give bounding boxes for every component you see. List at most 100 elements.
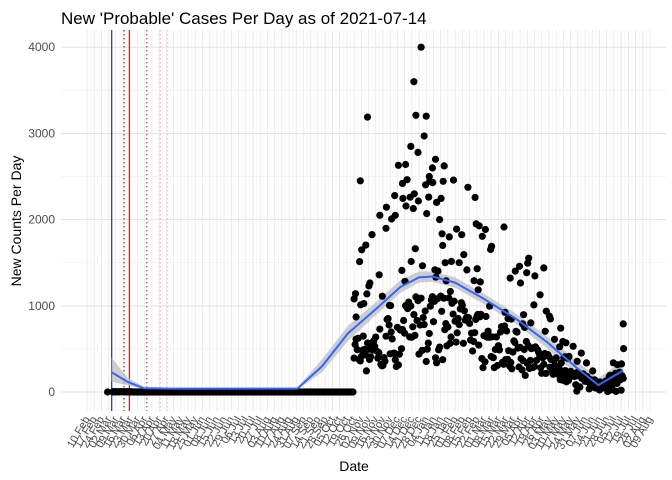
data-point (449, 310, 457, 318)
data-point (398, 179, 407, 187)
y-tick-label: 2000 (28, 213, 55, 227)
data-point (453, 329, 461, 337)
data-point (439, 356, 447, 364)
data-point (407, 257, 415, 266)
data-point (473, 265, 481, 273)
data-point (446, 339, 454, 347)
data-point (447, 333, 455, 341)
data-point (420, 321, 428, 329)
data-point (458, 301, 466, 309)
data-point (414, 197, 422, 205)
data-point (464, 314, 473, 322)
data-point (458, 231, 466, 239)
data-point (381, 357, 389, 365)
data-point (481, 225, 489, 234)
data-point (471, 193, 479, 201)
data-point (402, 160, 410, 169)
data-point (410, 190, 418, 198)
data-point (395, 350, 403, 358)
data-point (525, 254, 533, 262)
data-point (423, 345, 431, 353)
data-point (470, 337, 478, 346)
data-point (503, 327, 511, 335)
data-point (428, 179, 436, 187)
data-point (455, 321, 463, 329)
data-point (366, 279, 374, 287)
data-point (409, 323, 417, 331)
data-point (557, 359, 565, 367)
data-point (360, 300, 368, 308)
data-point (527, 319, 535, 327)
data-point (414, 148, 422, 156)
data-point (412, 111, 420, 119)
data-point (449, 176, 458, 184)
data-point (506, 274, 514, 282)
data-point (423, 210, 431, 218)
data-point (402, 202, 410, 210)
data-point (382, 332, 390, 340)
trend-layer (111, 275, 624, 390)
data-point (368, 231, 376, 239)
data-point (410, 78, 418, 86)
data-point (104, 388, 112, 396)
data-point (376, 211, 384, 219)
data-point (617, 386, 625, 394)
data-point (471, 329, 479, 337)
data-point (515, 262, 524, 270)
data-point (391, 211, 399, 219)
data-point (550, 335, 559, 343)
data-point (382, 224, 390, 232)
data-point (552, 354, 560, 362)
data-point (617, 360, 626, 368)
data-point (438, 307, 446, 315)
data-point (455, 259, 463, 267)
data-point (439, 177, 447, 185)
data-point (530, 301, 538, 309)
data-point (425, 172, 433, 181)
data-point (577, 349, 585, 357)
data-point (411, 245, 419, 253)
y-tick-label: 3000 (28, 126, 55, 140)
data-point (466, 319, 474, 328)
data-point (417, 294, 425, 302)
data-point (398, 266, 406, 274)
data-point (469, 347, 477, 355)
data-point (399, 194, 407, 202)
data-point (460, 251, 468, 259)
confidence-band-layer (111, 271, 624, 392)
data-point (540, 360, 548, 368)
data-point (397, 345, 406, 353)
data-point (507, 358, 515, 367)
data-point (582, 359, 591, 367)
x-axis-title: Date (339, 458, 369, 474)
data-point (419, 314, 427, 322)
data-point (513, 328, 521, 336)
data-point (445, 233, 453, 241)
scatter-points (104, 43, 628, 396)
data-point (555, 365, 563, 373)
data-point (407, 142, 415, 150)
data-point (421, 307, 429, 315)
data-point (576, 383, 584, 391)
data-point (363, 113, 372, 121)
data-point (422, 112, 430, 120)
y-tick-label: 4000 (28, 40, 55, 54)
data-point (440, 294, 448, 302)
data-point (541, 327, 549, 335)
data-point (589, 367, 597, 375)
data-point (359, 332, 367, 340)
data-point (452, 338, 460, 346)
data-point (470, 277, 478, 285)
data-point (516, 279, 525, 287)
data-point (475, 222, 483, 230)
data-point (375, 271, 383, 279)
data-point (417, 43, 425, 51)
data-point (447, 257, 455, 265)
data-point (372, 333, 380, 341)
data-point (446, 287, 454, 296)
data-point (536, 291, 544, 299)
data-point (422, 357, 430, 366)
data-point (426, 302, 434, 310)
